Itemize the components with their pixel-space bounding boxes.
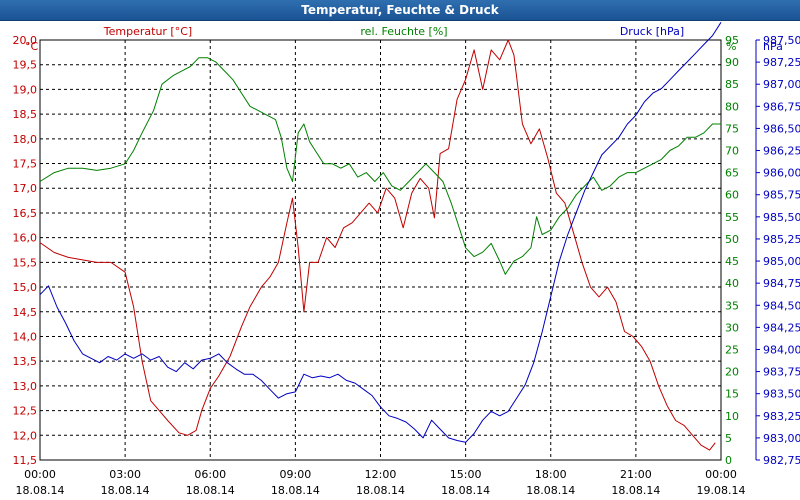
temperature-tick-label: 17,5 [13,158,38,171]
pressure-tick-label: 985,00 [763,255,800,268]
humidity-tick-label: 35 [725,299,739,312]
x-tick-time: 12:00 [365,468,397,481]
temperature-line [39,39,716,451]
pressure-tick-label: 987,25 [763,56,800,69]
humidity-tick-label: 40 [725,277,739,290]
x-tick-date: 18.08.14 [441,484,490,497]
humidity-tick-label: 90 [725,56,739,69]
humidity-line [39,57,721,275]
pressure-tick-label: 984,00 [763,343,800,356]
title-bar: Temperatur, Feuchte & Druck [0,0,800,21]
pressure-tick-label: 987,00 [763,78,800,91]
humidity-tick-label: 95 [725,34,739,47]
temperature-tick-label: 16,5 [13,207,38,220]
x-tick-time: 18:00 [535,468,567,481]
x-tick-time: 06:00 [194,468,226,481]
temperature-tick-label: 15,5 [13,256,38,269]
x-tick-date: 18.08.14 [186,484,235,497]
x-tick-date: 18.08.14 [16,484,65,497]
pressure-axis-title: Druck [hPa] [620,25,684,38]
x-tick-time: 21:00 [620,468,652,481]
pressure-tick-label: 984,25 [763,321,800,334]
temperature-tick-label: 19,0 [13,83,38,96]
temperature-tick-label: 16,0 [13,232,38,245]
humidity-tick-label: 15 [725,388,739,401]
grid-lines [39,39,722,461]
humidity-tick-label: 45 [725,255,739,268]
temperature-tick-label: 14,0 [13,330,38,343]
pressure-tick-label: 987,50 [763,34,800,47]
pressure-tick-label: 982,75 [763,454,800,467]
temperature-tick-label: 12,0 [13,429,38,442]
pressure-tick-label: 984,75 [763,277,800,290]
humidity-unit: % [726,40,736,53]
pressure-tick-label: 986,75 [763,100,800,113]
pressure-tick-label: 985,50 [763,211,800,224]
pressure-tick-label: 983,75 [763,366,800,379]
temperature-tick-label: 15,0 [13,281,38,294]
pressure-tick-label: 983,25 [763,410,800,423]
pressure-tick-label: 986,00 [763,167,800,180]
humidity-tick-label: 20 [725,366,739,379]
temperature-tick-label: 14,5 [13,306,38,319]
temperature-axis-title: Temperatur [°C] [103,25,192,38]
temperature-tick-label: 18,0 [13,133,38,146]
pressure-tick-label: 983,00 [763,432,800,445]
temperature-tick-label: 19,5 [13,59,38,72]
x-tick-date: 18.08.14 [526,484,575,497]
x-tick-time: 15:00 [450,468,482,481]
x-tick-date: 18.08.14 [356,484,405,497]
humidity-tick-label: 10 [725,410,739,423]
temperature-tick-label: 13,0 [13,380,38,393]
temperature-tick-label: 13,5 [13,355,38,368]
humidity-tick-label: 75 [725,122,739,135]
pressure-tick-label: 985,25 [763,233,800,246]
pressure-tick-label: 984,50 [763,299,800,312]
x-tick-date: 18.08.14 [611,484,660,497]
humidity-axis-title: rel. Feuchte [%] [360,25,447,38]
humidity-tick-label: 60 [725,189,739,202]
x-tick-time: 00:00 [24,468,56,481]
temperature-unit: °C [25,40,39,53]
x-tick-date: 18.08.14 [271,484,320,497]
temperature-tick-label: 12,5 [13,405,38,418]
temperature-tick-label: 17,0 [13,182,38,195]
humidity-tick-label: 25 [725,343,739,356]
series-layer [39,22,722,451]
x-tick-date: 19.08.14 [697,484,746,497]
pressure-line [39,22,722,443]
temperature-tick-label: 11,5 [13,454,38,467]
pressure-tick-label: 985,75 [763,189,800,202]
x-tick-time: 03:00 [109,468,141,481]
humidity-tick-label: 50 [725,233,739,246]
x-tick-time: 09:00 [280,468,312,481]
humidity-tick-label: 0 [725,454,732,467]
pressure-tick-label: 986,25 [763,145,800,158]
humidity-tick-label: 80 [725,100,739,113]
humidity-tick-label: 55 [725,211,739,224]
temperature-tick-label: 20,0 [13,34,38,47]
chart-title: Temperatur, Feuchte & Druck [301,3,499,17]
axis-labels: 00:00 18.08.14 03:00 18.08.14 06:00 18.08.14 0… [13,25,800,497]
temperature-tick-label: 18,5 [13,108,38,121]
pressure-tick-label: 983,50 [763,388,800,401]
humidity-tick-label: 85 [725,78,739,91]
humidity-tick-label: 30 [725,321,739,334]
humidity-tick-label: 70 [725,145,739,158]
pressure-unit: hPa [763,40,783,53]
x-tick-time: 00:00 [705,468,737,481]
x-tick-date: 18.08.14 [101,484,150,497]
pressure-tick-label: 986,50 [763,122,800,135]
humidity-tick-label: 5 [725,432,732,445]
humidity-tick-label: 65 [725,167,739,180]
